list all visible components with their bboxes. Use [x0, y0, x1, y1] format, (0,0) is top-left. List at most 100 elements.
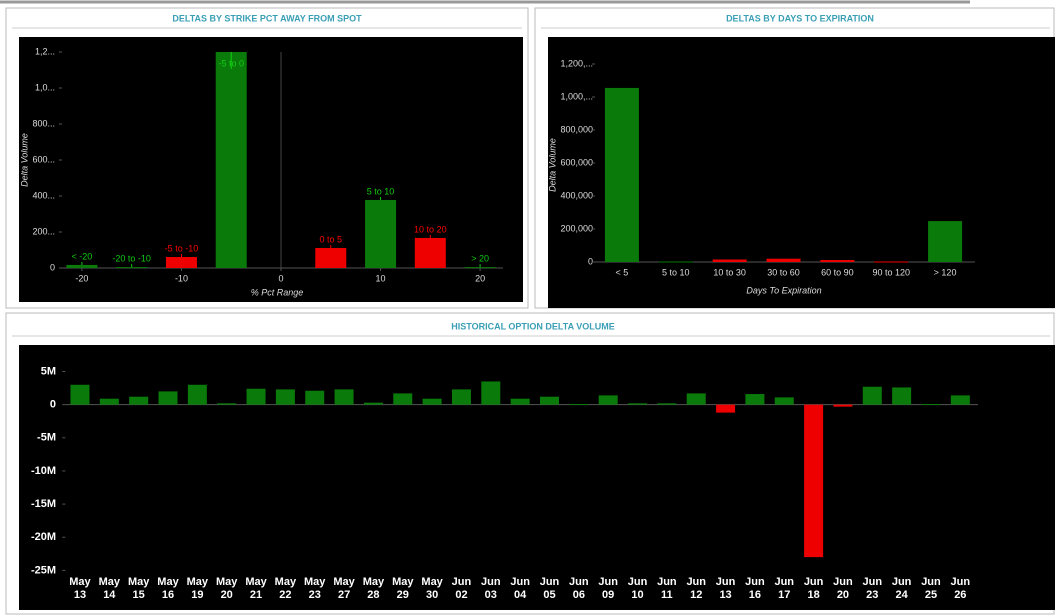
bar — [657, 403, 677, 405]
x-tick-label: Jun 06 — [569, 576, 589, 601]
x-tick-label: -10 — [175, 273, 188, 283]
data-label: -5 to -10 — [165, 243, 199, 253]
bar — [745, 394, 765, 405]
bar — [116, 267, 148, 269]
bar — [393, 393, 413, 405]
bar — [950, 395, 970, 405]
y-tick-label: 0 — [588, 256, 593, 266]
bar — [158, 391, 178, 405]
bar — [129, 396, 149, 405]
x-tick-label: May 28 — [362, 576, 385, 601]
bar — [464, 267, 496, 269]
data-label: 5 to 10 — [367, 186, 395, 196]
x-tick-label: May 14 — [98, 576, 121, 601]
y-tick-label: 1,000,... — [560, 91, 593, 101]
plot-area — [19, 345, 1055, 610]
y-tick-label: 0 — [50, 262, 55, 272]
bar — [365, 199, 397, 268]
x-tick-label: 20 — [475, 273, 485, 283]
x-tick-label: Jun 25 — [921, 576, 941, 601]
y-tick-label: 600... — [32, 154, 55, 164]
x-tick-label: Jun 03 — [481, 576, 501, 601]
data-label: 10 to 20 — [414, 224, 447, 234]
x-tick-label: May 29 — [392, 576, 414, 601]
bar — [862, 386, 882, 405]
x-tick-label: May 16 — [157, 576, 179, 601]
bar — [165, 257, 197, 268]
bar — [414, 237, 446, 268]
x-tick-label: 30 to 60 — [767, 267, 800, 277]
x-tick-label: May 13 — [69, 576, 91, 601]
bar — [422, 398, 442, 405]
y-tick-label: -5M — [37, 432, 56, 444]
x-tick-label: Jun 04 — [510, 576, 530, 601]
x-tick-label: May 21 — [245, 576, 267, 601]
data-label: > 20 — [471, 253, 489, 263]
bar — [874, 261, 909, 263]
bar — [598, 395, 618, 405]
x-tick-label: May 23 — [304, 576, 326, 601]
bar — [215, 52, 247, 268]
bar — [481, 381, 501, 405]
x-tick-label: 10 — [376, 273, 386, 283]
chart-title: DELTAS BY STRIKE PCT AWAY FROM SPOT — [172, 13, 362, 23]
y-tick-label: -25M — [31, 564, 56, 576]
bar — [275, 389, 295, 405]
x-tick-label: Jun 13 — [715, 576, 736, 601]
x-axis-title: % Pct Range — [251, 287, 304, 297]
bar — [928, 221, 963, 262]
y-tick-label: 1,2... — [35, 46, 55, 56]
x-tick-label: Jun 24 — [891, 576, 912, 601]
x-tick-label: Jun 26 — [950, 576, 971, 601]
bar — [569, 403, 589, 405]
chart-title: HISTORICAL OPTION DELTA VOLUME — [451, 321, 615, 331]
x-tick-label: Jun 05 — [539, 576, 560, 601]
bar — [716, 404, 736, 413]
plot-area — [19, 37, 523, 302]
x-tick-label: May 30 — [421, 576, 443, 601]
x-tick-label: Jun 10 — [627, 576, 648, 601]
x-tick-label: -20 — [75, 273, 88, 283]
x-tick-label: < 5 — [616, 267, 629, 277]
y-tick-label: 200,000 — [560, 223, 593, 233]
x-tick-label: > 120 — [934, 267, 957, 277]
bar — [712, 259, 747, 262]
bar — [774, 397, 794, 405]
y-tick-label: 600,000 — [560, 157, 593, 167]
y-tick-label: 800,000 — [560, 124, 593, 134]
x-tick-label: Jun 23 — [862, 576, 883, 601]
x-tick-label: Jun 16 — [745, 576, 765, 601]
data-label: -20 to -10 — [112, 253, 151, 263]
x-tick-label: Jun 18 — [803, 576, 824, 601]
x-tick-label: Jun 09 — [598, 576, 618, 601]
bar — [658, 261, 693, 263]
y-tick-label: 0 — [50, 399, 56, 411]
x-axis-title: Days To Expiration — [746, 285, 821, 295]
bar — [820, 260, 855, 262]
bar — [187, 384, 207, 405]
data-label: < -20 — [72, 251, 93, 261]
bar — [315, 248, 347, 268]
y-tick-label: -15M — [31, 498, 56, 510]
bar — [246, 388, 266, 405]
chart-title: DELTAS BY DAYS TO EXPIRATION — [726, 13, 874, 23]
bar — [833, 404, 853, 407]
bar — [334, 389, 354, 405]
x-tick-label: May 15 — [127, 576, 150, 601]
x-tick-label: May 27 — [333, 576, 355, 601]
y-tick-label: 5M — [41, 365, 56, 377]
x-tick-label: Jun 11 — [657, 576, 677, 601]
y-tick-label: 400,000 — [560, 190, 593, 200]
x-tick-label: 0 — [278, 273, 283, 283]
bar — [217, 403, 237, 405]
bar — [363, 402, 383, 405]
x-tick-label: May 19 — [186, 576, 209, 601]
y-tick-label: 1,0... — [35, 82, 55, 92]
data-label: 0 to 5 — [320, 234, 343, 244]
y-tick-label: -20M — [31, 531, 56, 543]
x-tick-label: 10 to 30 — [713, 267, 746, 277]
y-axis-title: Delta Volume — [19, 133, 29, 187]
bar — [892, 387, 912, 405]
